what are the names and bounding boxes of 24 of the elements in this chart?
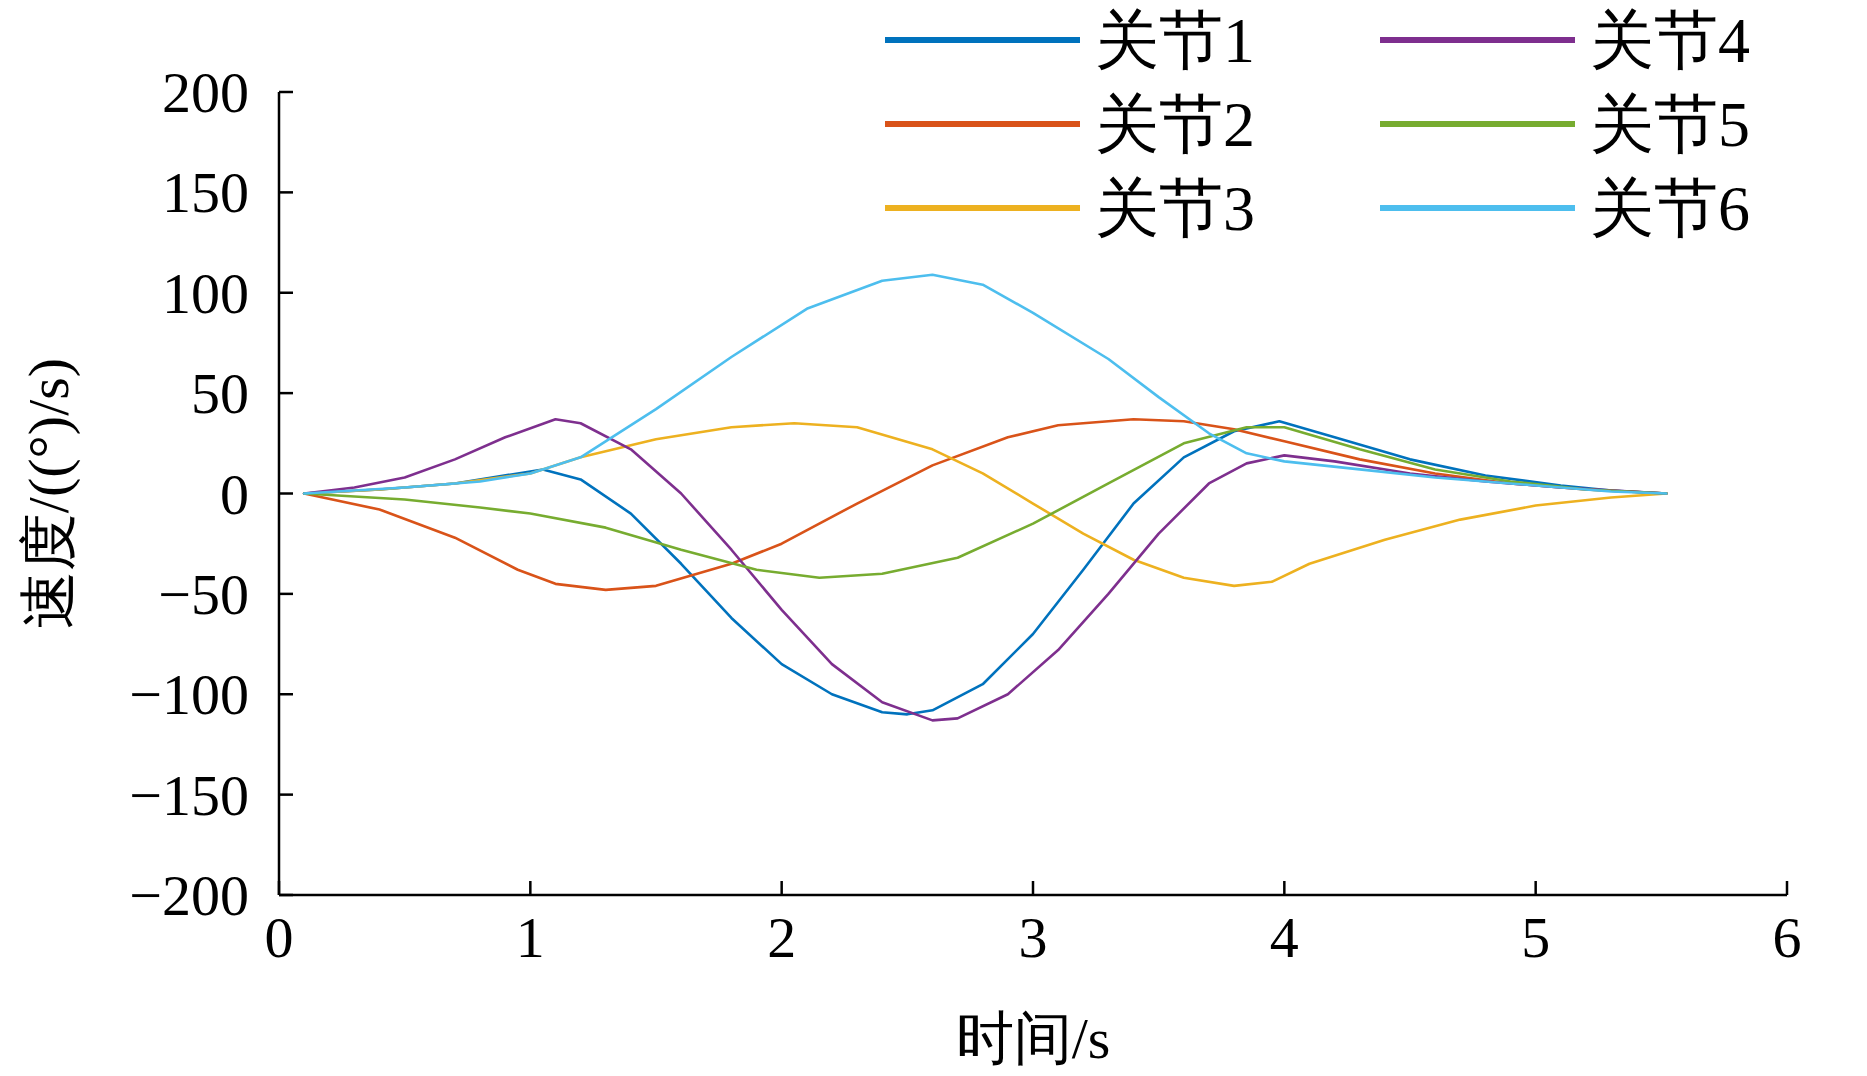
x-tick-label: 0 (264, 905, 294, 970)
legend-label: 关节2 (1095, 89, 1255, 160)
y-tick-label: 0 (220, 461, 249, 527)
x-tick-label: 3 (1018, 905, 1048, 970)
legend-label: 关节1 (1095, 5, 1255, 76)
legend-label: 关节5 (1590, 89, 1750, 160)
legend-label: 关节6 (1590, 173, 1750, 244)
x-axis-title: 时间/s (955, 1006, 1111, 1071)
y-tick-label: −150 (129, 762, 249, 828)
x-tick-label: 6 (1772, 905, 1802, 970)
x-tick-label: 2 (767, 905, 797, 970)
y-tick-label: 100 (162, 260, 249, 326)
y-tick-label: 50 (191, 361, 249, 427)
legend-label: 关节4 (1590, 5, 1750, 76)
y-axis-title: 速度/((°)/s) (16, 357, 81, 630)
x-tick-label: 1 (515, 905, 545, 970)
y-tick-label: −200 (129, 863, 249, 928)
x-tick-label: 5 (1521, 905, 1551, 970)
x-tick-label: 4 (1269, 905, 1299, 970)
y-tick-label: −50 (158, 561, 249, 627)
y-tick-label: 200 (162, 60, 249, 125)
y-tick-label: 150 (162, 160, 249, 226)
y-tick-label: −100 (129, 662, 249, 728)
legend-label: 关节3 (1095, 173, 1255, 244)
